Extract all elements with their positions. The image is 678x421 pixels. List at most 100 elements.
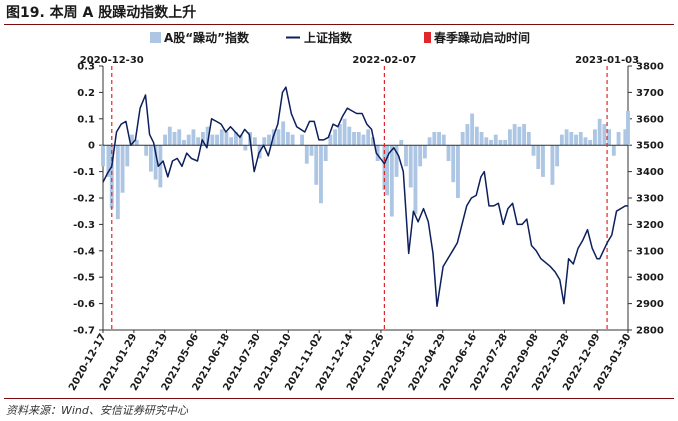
bar xyxy=(300,134,304,146)
bar xyxy=(555,145,560,167)
bar xyxy=(361,134,366,146)
bar xyxy=(106,145,111,177)
bar xyxy=(333,129,338,146)
bar xyxy=(512,124,517,146)
left-tick-label: -0.6 xyxy=(73,299,95,310)
left-tick-label: 0 xyxy=(88,141,95,152)
plot-area: 0.3 0.2 0.1 0 -0.1 -0.2 -0.3 -0.4 -0.5 -0.6 -0.7 38… xyxy=(67,55,664,393)
bar xyxy=(427,137,432,146)
bar xyxy=(404,145,408,167)
right-tick-label: 3100 xyxy=(636,246,664,257)
legend-label-line: 上证指数 xyxy=(304,30,353,45)
legend-swatch-marker xyxy=(424,32,431,43)
bar xyxy=(356,132,361,146)
bar xyxy=(385,145,390,196)
bar xyxy=(172,132,177,146)
bar xyxy=(196,137,201,146)
right-tick-label: 2900 xyxy=(636,299,664,310)
legend-label-marker: 春季躁动启动时间 xyxy=(433,30,530,45)
bar xyxy=(238,134,243,146)
right-tick-label: 3500 xyxy=(636,141,664,152)
bar xyxy=(342,118,347,146)
bar xyxy=(267,134,271,146)
bar xyxy=(507,129,512,146)
right-tick-label: 3200 xyxy=(636,220,664,231)
bar xyxy=(531,145,536,156)
bar xyxy=(526,132,531,146)
bar xyxy=(399,139,404,146)
bar xyxy=(177,129,182,146)
marker-label: 2022-02-07 xyxy=(352,55,416,66)
bar xyxy=(541,145,545,177)
left-tick-label: 0.1 xyxy=(77,114,95,125)
right-tick-label: 3700 xyxy=(636,88,664,99)
bar xyxy=(517,126,522,146)
bar xyxy=(437,132,441,146)
bar xyxy=(607,129,612,146)
bar xyxy=(493,134,498,146)
bar xyxy=(623,129,628,146)
index-line xyxy=(102,86,628,307)
bar xyxy=(408,145,413,188)
bar xyxy=(276,129,281,146)
bar xyxy=(224,132,229,146)
bar xyxy=(470,113,475,146)
bar xyxy=(120,145,125,193)
bar xyxy=(588,139,593,146)
bar xyxy=(186,134,191,146)
bar xyxy=(366,129,371,146)
bar xyxy=(460,132,465,146)
legend: A股“躁动”指数 上证指数 春季躁动启动时间 xyxy=(150,30,530,45)
right-tick-label: 2800 xyxy=(636,326,664,337)
source-rule xyxy=(4,398,674,399)
bar xyxy=(389,145,394,217)
bar xyxy=(243,145,248,151)
bar xyxy=(578,132,583,146)
bar xyxy=(375,145,380,162)
figure-title: 图19. 本周 A 股躁动指数上升 xyxy=(6,5,197,21)
bar xyxy=(290,134,295,146)
bar xyxy=(314,145,319,185)
bar xyxy=(611,145,616,156)
bar xyxy=(564,129,569,146)
right-tick-label: 3400 xyxy=(636,167,664,178)
bar xyxy=(148,145,153,172)
bar xyxy=(626,110,630,146)
right-tick-label: 3000 xyxy=(636,273,664,284)
bar xyxy=(451,145,456,183)
right-tick-label: 3800 xyxy=(636,62,664,73)
bar xyxy=(153,145,158,180)
bar xyxy=(109,145,114,209)
legend-swatch-bars xyxy=(150,32,161,43)
title-rule xyxy=(4,24,674,25)
bar xyxy=(323,145,328,162)
bar xyxy=(229,137,234,146)
bar xyxy=(474,126,479,146)
legend-label-bars: A股“躁动”指数 xyxy=(164,30,250,45)
bar xyxy=(597,118,602,146)
bar xyxy=(167,126,172,146)
bar xyxy=(370,137,375,146)
bar xyxy=(134,139,139,146)
bar xyxy=(281,121,286,146)
bar xyxy=(498,139,503,146)
bar xyxy=(559,134,564,146)
left-tick-label: 0.3 xyxy=(77,62,95,73)
bar xyxy=(347,126,352,146)
bar xyxy=(418,145,423,167)
bar xyxy=(252,137,257,146)
bar xyxy=(446,145,451,162)
bar xyxy=(569,132,574,146)
bar xyxy=(262,137,267,146)
bar xyxy=(215,134,219,146)
bar xyxy=(522,124,527,146)
bar xyxy=(115,145,120,220)
bar xyxy=(130,134,134,146)
bar xyxy=(205,126,210,146)
bar xyxy=(328,134,333,146)
bar xyxy=(394,145,399,177)
bar xyxy=(234,132,238,146)
bar xyxy=(456,145,460,198)
marker-label: 2023-01-03 xyxy=(575,55,639,66)
right-tick-label: 3300 xyxy=(636,194,664,205)
